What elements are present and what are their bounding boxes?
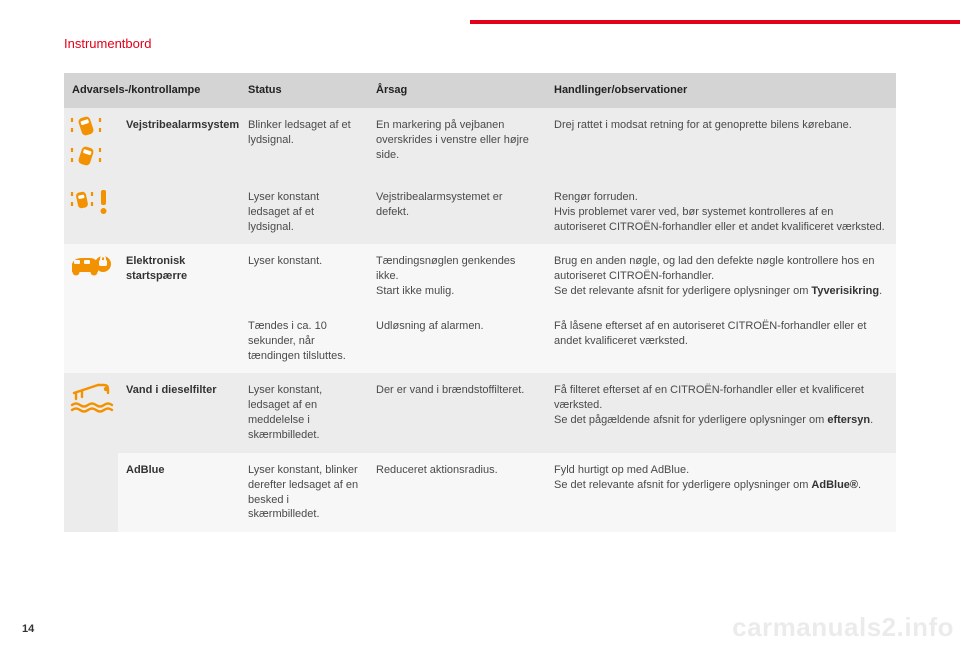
action-cell: Brug en anden nøgle, og lad den defekte …: [546, 244, 896, 309]
table-row: Vand i dieselfilter Lyser konstant, leds…: [64, 373, 896, 452]
status-cell: Lyser konstant, ledsaget af en meddelels…: [240, 373, 368, 452]
status-cell: Tændes i ca. 10 sekunder, når tændingen …: [240, 309, 368, 374]
section-title: Instrumentbord: [64, 36, 896, 51]
th-action: Handlinger/observationer: [546, 73, 896, 108]
lamp-icon-cell: [64, 108, 118, 180]
action-bold: eftersyn: [827, 414, 870, 426]
page-container: Instrumentbord Advarsels-/kontrollampe S…: [0, 0, 960, 532]
table-row: AdBlue Lyser konstant, blinker derefter …: [64, 453, 896, 532]
cause-cell: Der er vand i brændstoffilteret.: [368, 373, 546, 452]
table-header-row: Advarsels-/kontrollampe Status Årsag Han…: [64, 73, 896, 108]
action-cell: Drej rattet i modsat retning for at geno…: [546, 108, 896, 180]
warning-lamp-table: Advarsels-/kontrollampe Status Årsag Han…: [64, 73, 896, 532]
immobiliser-icon: [68, 250, 114, 282]
table-row: Vejstribealarmsystem Blinker ledsaget af…: [64, 108, 896, 180]
action-suffix: .: [858, 479, 861, 491]
action-cell: Få filteret efterset af en CITROËN-forha…: [546, 373, 896, 452]
page-number: 14: [22, 623, 34, 635]
action-cell: Fyld hurtigt op med AdBlue.Se det releva…: [546, 453, 896, 532]
action-bold: AdBlue®: [811, 479, 858, 491]
action-cell: Rengør forruden.Hvis problemet varer ved…: [546, 180, 896, 245]
th-cause: Årsag: [368, 73, 546, 108]
status-cell: Lyser konstant.: [240, 244, 368, 309]
cause-cell: Reduceret aktionsradius.: [368, 453, 546, 532]
action-cell: Få låsene efterset af en autoriseret CIT…: [546, 309, 896, 374]
th-status: Status: [240, 73, 368, 108]
cause-cell: Vejstribealarmsystemet er defekt.: [368, 180, 546, 245]
th-lamp: Advarsels-/kontrollampe: [64, 73, 240, 108]
cause-cell: En markering på vejbanen overskrides i v…: [368, 108, 546, 180]
action-text: Få filteret efterset af en CITROËN-forha…: [554, 384, 864, 426]
action-bold: Tyverisikring: [811, 285, 879, 297]
lamp-name: Vejstribealarmsystem: [118, 108, 240, 245]
status-cell: Blinker ledsaget af et lydsignal.: [240, 108, 368, 180]
lane-depart-warn-icon: [68, 186, 114, 218]
water-fuel-icon: [68, 379, 114, 415]
lane-depart-icon: [68, 114, 114, 174]
action-text: Fyld hurtigt op med AdBlue.Se det releva…: [554, 464, 811, 491]
watermark: carmanuals2.info: [732, 612, 954, 643]
lamp-name: Elektronisk startspærre: [118, 244, 240, 373]
action-suffix: .: [879, 285, 882, 297]
cause-cell: Tændingsnøglen genkendes ikke.Start ikke…: [368, 244, 546, 309]
lamp-name: AdBlue: [118, 453, 240, 532]
lamp-name: Vand i dieselfilter: [118, 373, 240, 452]
status-cell: Lyser konstant ledsaget af et lydsignal.: [240, 180, 368, 245]
table-row: Elektronisk startspærre Lyser konstant. …: [64, 244, 896, 309]
action-suffix: .: [870, 414, 873, 426]
cause-cell: Udløsning af alarmen.: [368, 309, 546, 374]
lamp-icon-cell: [64, 373, 118, 532]
status-cell: Lyser konstant, blinker derefter ledsage…: [240, 453, 368, 532]
lamp-icon-cell: [64, 244, 118, 373]
lamp-icon-cell: [64, 180, 118, 245]
